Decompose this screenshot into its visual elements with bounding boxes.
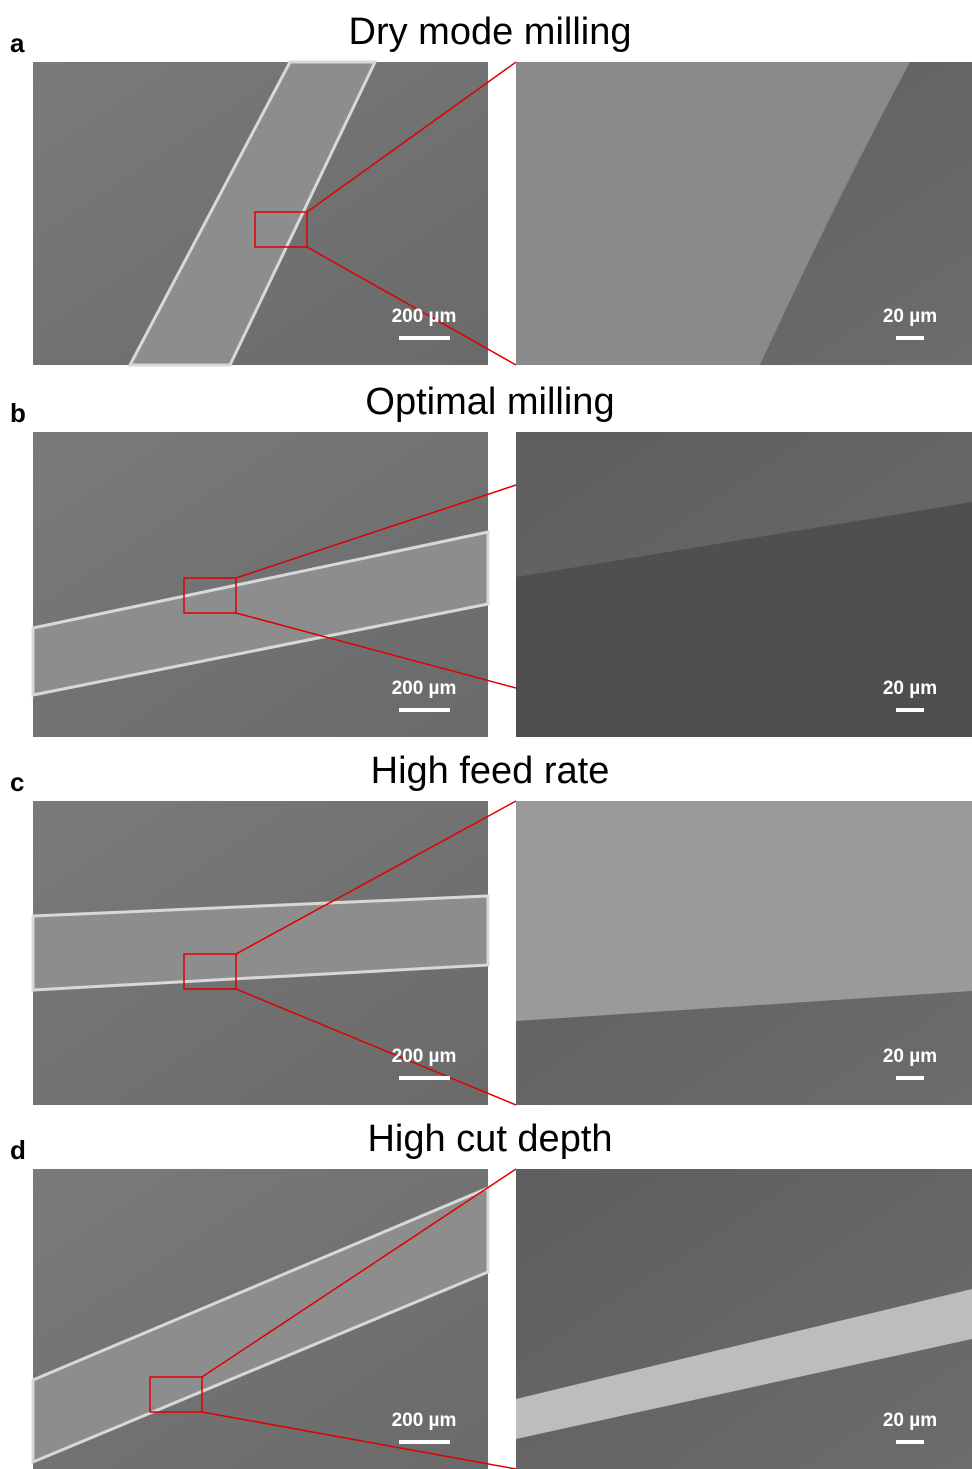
- scale-bar: [399, 336, 450, 340]
- scale-label: 20 µm: [883, 678, 937, 699]
- scale-bar: [399, 1076, 450, 1080]
- panel-letter: d: [10, 1135, 26, 1165]
- figure: a Dry mode milling 200 µm 20 µm b Optimal mil…: [0, 0, 972, 1469]
- scale-bar: [896, 708, 924, 712]
- panel-letter: b: [10, 398, 26, 428]
- surface-region: [516, 801, 972, 1021]
- scale-bar: [399, 1440, 450, 1444]
- scale-bar: [896, 1440, 924, 1444]
- panel-title: High cut depth: [367, 1118, 612, 1160]
- panel-title: Dry mode milling: [349, 11, 632, 53]
- panel-letter: c: [10, 767, 24, 797]
- scale-bar: [399, 708, 450, 712]
- scale-bar: [896, 336, 924, 340]
- scale-label: 20 µm: [883, 1046, 937, 1067]
- panel-letter: a: [10, 28, 25, 58]
- scale-label: 200 µm: [392, 1410, 457, 1431]
- scale-label: 20 µm: [883, 1410, 937, 1431]
- panel-title: High feed rate: [371, 750, 610, 792]
- scale-label: 20 µm: [883, 306, 937, 327]
- panel-title: Optimal milling: [365, 381, 614, 423]
- scale-label: 200 µm: [392, 306, 457, 327]
- scale-bar: [896, 1076, 924, 1080]
- scale-label: 200 µm: [392, 678, 457, 699]
- scale-label: 200 µm: [392, 1046, 457, 1067]
